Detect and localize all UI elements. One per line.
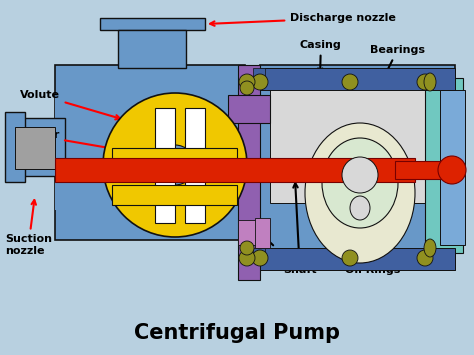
Ellipse shape xyxy=(417,250,433,266)
Text: Suction
nozzle: Suction nozzle xyxy=(5,200,52,256)
Circle shape xyxy=(438,156,466,184)
Ellipse shape xyxy=(305,123,415,263)
Ellipse shape xyxy=(239,250,255,266)
Ellipse shape xyxy=(252,250,268,266)
Ellipse shape xyxy=(252,74,268,90)
Bar xyxy=(253,68,265,80)
Ellipse shape xyxy=(240,81,254,95)
Bar xyxy=(55,65,245,240)
Ellipse shape xyxy=(417,74,433,90)
Text: Shaft: Shaft xyxy=(283,183,317,275)
Bar xyxy=(118,30,186,68)
Ellipse shape xyxy=(322,138,398,228)
Ellipse shape xyxy=(424,73,436,91)
Bar xyxy=(155,108,175,223)
Bar xyxy=(10,118,65,176)
Bar xyxy=(55,95,85,210)
Text: Oil Rings: Oil Rings xyxy=(345,240,401,275)
Bar xyxy=(260,65,455,270)
Ellipse shape xyxy=(342,157,378,193)
Ellipse shape xyxy=(155,145,195,185)
Text: Volute: Volute xyxy=(20,90,120,119)
Ellipse shape xyxy=(240,241,254,255)
Bar xyxy=(185,108,205,223)
Text: Casing: Casing xyxy=(300,40,342,73)
Text: Bearings: Bearings xyxy=(370,45,425,81)
Bar xyxy=(253,248,265,260)
Ellipse shape xyxy=(342,250,358,266)
Bar xyxy=(260,248,455,270)
Bar xyxy=(270,78,440,203)
Bar xyxy=(5,112,25,182)
Text: Centrifugal Pump: Centrifugal Pump xyxy=(134,323,340,343)
Bar xyxy=(238,220,260,245)
Bar xyxy=(395,161,450,179)
Ellipse shape xyxy=(350,196,370,220)
Text: Seal: Seal xyxy=(259,231,297,260)
Bar xyxy=(100,18,205,30)
Bar xyxy=(112,148,237,168)
Ellipse shape xyxy=(342,74,358,90)
Ellipse shape xyxy=(103,93,247,237)
Bar xyxy=(55,158,415,182)
Ellipse shape xyxy=(239,74,255,90)
Ellipse shape xyxy=(424,239,436,257)
Bar xyxy=(15,127,55,169)
Bar xyxy=(425,78,463,253)
Bar xyxy=(112,185,237,205)
Bar xyxy=(260,68,455,90)
Text: Impeller: Impeller xyxy=(8,130,145,155)
Bar xyxy=(238,65,260,280)
Bar xyxy=(255,218,270,248)
Bar xyxy=(228,95,270,123)
Text: Discharge nozzle: Discharge nozzle xyxy=(210,13,396,26)
Bar xyxy=(440,90,465,245)
